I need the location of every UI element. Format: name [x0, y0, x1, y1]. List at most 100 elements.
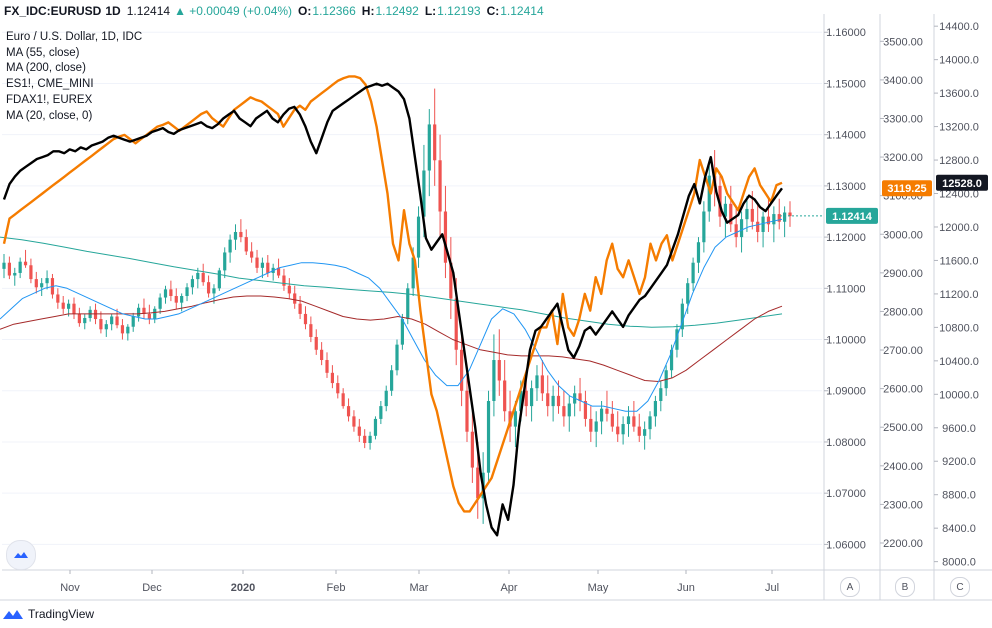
candle-body [745, 208, 749, 220]
candle-body [180, 296, 184, 303]
candle [83, 313, 87, 330]
candle-body [788, 212, 792, 217]
candle [427, 109, 431, 197]
high-label: H: [361, 4, 375, 18]
candle-body [239, 231, 243, 238]
candle-body [255, 257, 259, 268]
candle [255, 249, 259, 273]
axis-tick-label: 8800.0 [942, 490, 976, 502]
candle [653, 395, 658, 427]
candle-body [524, 390, 528, 407]
indicator-legend: Euro / U.S. Dollar, 1D, IDC MA (55, clos… [6, 30, 142, 124]
candle-body [589, 418, 593, 432]
symbol-name[interactable]: FX_IDC:EURUSD [4, 4, 102, 18]
legend-item-main[interactable]: Euro / U.S. Dollar, 1D, IDC [6, 31, 143, 43]
legend-item-ma55[interactable]: MA (55, close) [6, 46, 80, 59]
candle [702, 201, 706, 253]
legend-item-es[interactable]: ES1!, CME_MINI [6, 78, 94, 91]
candle [783, 206, 787, 238]
scale-button-c[interactable]: C [950, 577, 970, 597]
candle [7, 256, 11, 280]
candle-body [691, 262, 695, 284]
candle-body [169, 289, 173, 296]
candle [503, 360, 507, 422]
candle [540, 360, 544, 401]
candle-body [486, 400, 491, 473]
candle-body [465, 390, 469, 432]
candle-body [330, 372, 334, 384]
candle-body [206, 282, 211, 294]
candle [390, 365, 394, 396]
symbol-header: FX_IDC:EURUSD 1D 1.12414 ▲ +0.00049 (+0.04%… [0, 0, 992, 22]
candle [739, 211, 744, 253]
axis-tick-label: 13600.0 [939, 88, 979, 100]
price-change: ▲ +0.00049 (+0.04%) [174, 4, 293, 18]
candle [788, 201, 792, 227]
candle [486, 390, 491, 483]
candle [217, 267, 221, 291]
candle [621, 416, 625, 445]
candle [223, 247, 227, 279]
candle [368, 431, 372, 450]
candle-body [583, 400, 588, 419]
interval[interactable]: 1D [105, 4, 121, 18]
candle-body [454, 298, 458, 350]
candle-body [104, 324, 108, 330]
candle [110, 313, 114, 331]
candle [357, 418, 361, 442]
axis-tick-label: 2600.00 [883, 384, 923, 396]
candle [605, 390, 609, 422]
candle [336, 375, 340, 399]
candle [320, 342, 324, 366]
legend-item-ma200[interactable]: MA (200, close) [6, 62, 86, 75]
candle-body [357, 426, 361, 436]
candle-body [325, 360, 329, 373]
last-price-text: 1.12414 [832, 211, 873, 223]
candle-body [373, 418, 378, 436]
candle-body [336, 383, 340, 394]
axis-tick-label: 14000.0 [939, 55, 979, 67]
axis-tick-label: 11200.0 [940, 289, 979, 301]
candle-body [390, 370, 394, 391]
candle-body [217, 270, 221, 289]
candle [45, 270, 49, 290]
candle-body [67, 303, 71, 309]
time-tick-label: Mar [410, 582, 429, 594]
axis-tick-label: 11600.0 [940, 255, 979, 267]
candle [573, 385, 577, 417]
candle-body [632, 416, 636, 427]
candle-body [551, 395, 555, 407]
candle-body [616, 426, 620, 435]
candle [637, 413, 641, 442]
legend-item-fdax[interactable]: FDAX1!, EUREX [6, 93, 93, 106]
candle [443, 185, 448, 279]
candle-body [406, 288, 410, 320]
candle-body [761, 216, 765, 232]
fit-chart-button[interactable] [6, 540, 36, 570]
candle [529, 380, 534, 422]
candle [282, 268, 286, 291]
legend-item-ma20[interactable]: MA (20, close, 0) [6, 109, 93, 122]
scale-button-a[interactable]: A [840, 577, 860, 597]
cloud-icon [14, 552, 28, 558]
candle [745, 196, 749, 232]
candle-body [276, 267, 281, 276]
tradingview-logo[interactable]: TradingView [2, 607, 94, 621]
candle-body [7, 262, 11, 276]
candle-body [562, 406, 566, 417]
candle-body [298, 303, 302, 314]
candle-body [72, 303, 76, 314]
axis-tick-label: 2500.00 [883, 422, 923, 434]
candle [632, 400, 636, 432]
scale-button-b[interactable]: B [895, 577, 915, 597]
candle-body [56, 294, 60, 303]
time-axis: Nov Dec 2020 Feb Mar Apr May Jun Jul [60, 570, 779, 594]
candle-body [314, 336, 318, 350]
axis-tick-label: 1.08000 [826, 437, 866, 449]
candle-body [433, 124, 437, 161]
candle [2, 254, 6, 279]
candle [56, 288, 60, 309]
axis-tick-label: 14400.0 [939, 21, 979, 33]
candle [497, 329, 501, 396]
